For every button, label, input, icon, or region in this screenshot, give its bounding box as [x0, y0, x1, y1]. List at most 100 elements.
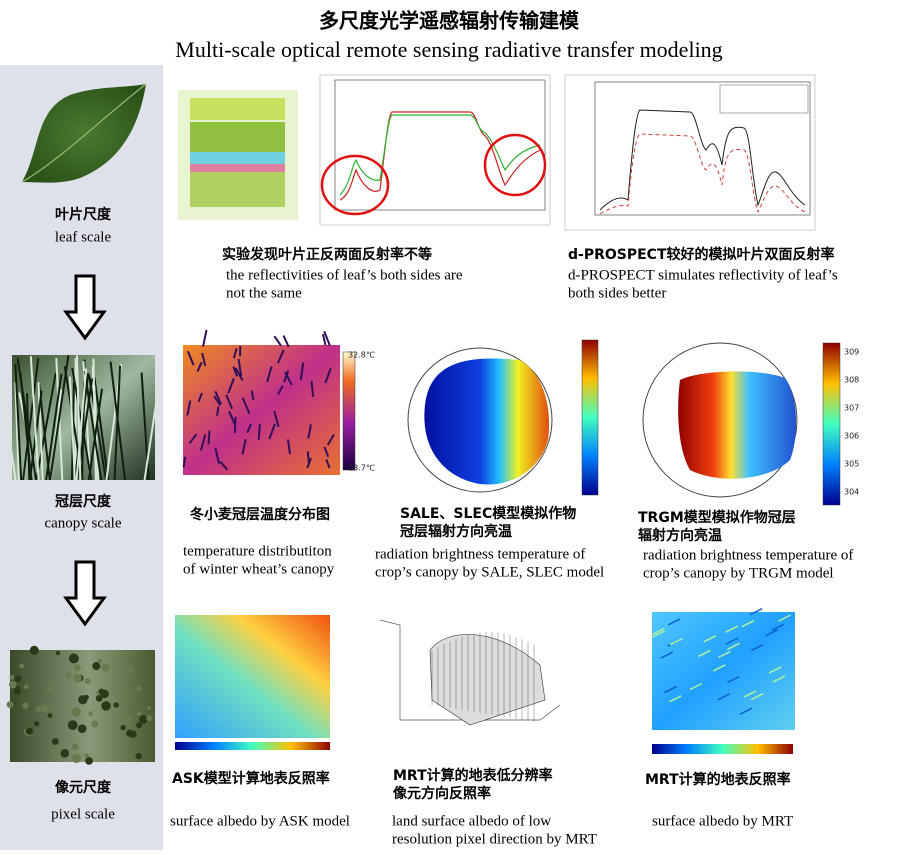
- crown: [68, 720, 78, 730]
- polar-field: [678, 371, 796, 478]
- caption-en: land surface albedo of low: [392, 813, 551, 829]
- caption-en: crop’s canopy by TRGM model: [643, 565, 834, 581]
- crown: [137, 711, 142, 716]
- scale-label: 像元尺度: [55, 779, 112, 796]
- crown: [135, 753, 141, 759]
- crown: [84, 753, 89, 758]
- crown: [92, 721, 99, 728]
- crown: [85, 678, 91, 684]
- crown: [22, 702, 29, 709]
- crown: [136, 722, 142, 728]
- crown: [61, 749, 70, 758]
- crown: [74, 664, 81, 671]
- crown: [124, 694, 129, 699]
- colorbar: [175, 742, 330, 750]
- caption-en: both sides better: [568, 285, 666, 301]
- crown: [72, 754, 81, 763]
- legend-box: [720, 85, 808, 113]
- crown: [146, 715, 152, 721]
- crown: [56, 651, 60, 655]
- crown: [50, 748, 58, 756]
- crown: [99, 689, 105, 695]
- scale-label: pixel scale: [51, 806, 115, 822]
- pixel-photo: [10, 650, 155, 762]
- leaf-layer: [190, 164, 285, 172]
- crown: [26, 727, 34, 735]
- crown: [101, 701, 110, 710]
- reflectance-chart: [320, 75, 550, 225]
- crown: [124, 715, 131, 722]
- crown: [129, 730, 136, 737]
- crown: [136, 686, 141, 691]
- caption-en: radiation brightness temperature of: [643, 547, 853, 563]
- crown: [71, 707, 80, 716]
- cool-streak: [274, 336, 281, 346]
- albedo-map: [175, 615, 330, 738]
- leaf-layer: [190, 152, 285, 164]
- caption-zh: MRT计算的地表低分辨率: [393, 767, 553, 784]
- crown: [121, 725, 126, 730]
- caption-zh: ASK模型计算地表反照率: [172, 770, 330, 787]
- colorbar-label: 308: [844, 376, 859, 385]
- crown: [66, 672, 72, 678]
- caption-zh: 像元方向反照率: [393, 785, 491, 802]
- crown: [139, 715, 148, 724]
- crown: [41, 705, 48, 712]
- thermal-image: [183, 345, 340, 475]
- colorbar-label: 306: [844, 432, 859, 441]
- scale-label: 冠层尺度: [55, 493, 112, 510]
- scale-label: leaf scale: [55, 229, 112, 245]
- crown: [69, 654, 79, 664]
- caption-zh: 冬小麦冠层温度分布图: [190, 506, 330, 523]
- crown: [9, 681, 17, 689]
- crown: [88, 711, 93, 716]
- crown: [48, 713, 53, 718]
- crown: [96, 695, 103, 702]
- crown: [102, 663, 110, 671]
- colorbar: [343, 352, 355, 470]
- crown: [47, 687, 53, 693]
- crown: [30, 646, 39, 655]
- colorbar-label: 307: [844, 404, 859, 413]
- caption-en: radiation brightness temperature of: [375, 546, 585, 562]
- crown: [36, 706, 42, 712]
- crown: [10, 675, 15, 680]
- crown: [78, 695, 87, 704]
- cool-streak: [259, 424, 260, 440]
- caption-zh: SALE、SLEC模型模拟作物: [400, 505, 576, 522]
- colorbar-label: 305: [844, 460, 859, 469]
- caption-en: resolution pixel direction by MRT: [392, 831, 597, 847]
- scale-label: canopy scale: [44, 515, 121, 531]
- cool-streak: [209, 431, 210, 445]
- crown: [72, 743, 79, 750]
- crown: [34, 721, 39, 726]
- title: 多尺度光学遥感辐射传输建模: [319, 9, 580, 33]
- colorbar-label: 13.7℃: [348, 464, 375, 473]
- leaf-layer: [190, 98, 285, 120]
- leaf-layer: [190, 122, 285, 152]
- crown: [15, 675, 22, 682]
- caption-en: d-PROSPECT simulates reflectivity of lea…: [568, 267, 838, 283]
- leaf-layer: [190, 172, 285, 207]
- crown: [78, 724, 87, 733]
- caption-zh: d-PROSPECT较好的模拟叶片双面反射率: [568, 246, 835, 263]
- caption-en: not the same: [226, 285, 302, 301]
- crown: [127, 667, 133, 673]
- crown: [114, 702, 119, 707]
- caption-en: surface albedo by ASK model: [170, 813, 350, 829]
- caption-zh: 冠层辐射方向亮温: [400, 523, 512, 540]
- colorbar-label: 32.8℃: [348, 351, 375, 360]
- cool-streak: [203, 330, 206, 347]
- crown: [52, 738, 59, 745]
- crown: [24, 684, 29, 689]
- caption-en: the reflectivities of leaf’s both sides …: [226, 267, 463, 283]
- crown: [19, 664, 24, 669]
- colorbar: [823, 343, 840, 505]
- caption-en: crop’s canopy by SALE, SLEC model: [375, 564, 604, 580]
- subtitle: Multi-scale optical remote sensing radia…: [175, 37, 722, 62]
- colorbar: [652, 744, 793, 754]
- caption-zh: 辐射方向亮温: [638, 527, 722, 544]
- cool-streak: [235, 417, 236, 433]
